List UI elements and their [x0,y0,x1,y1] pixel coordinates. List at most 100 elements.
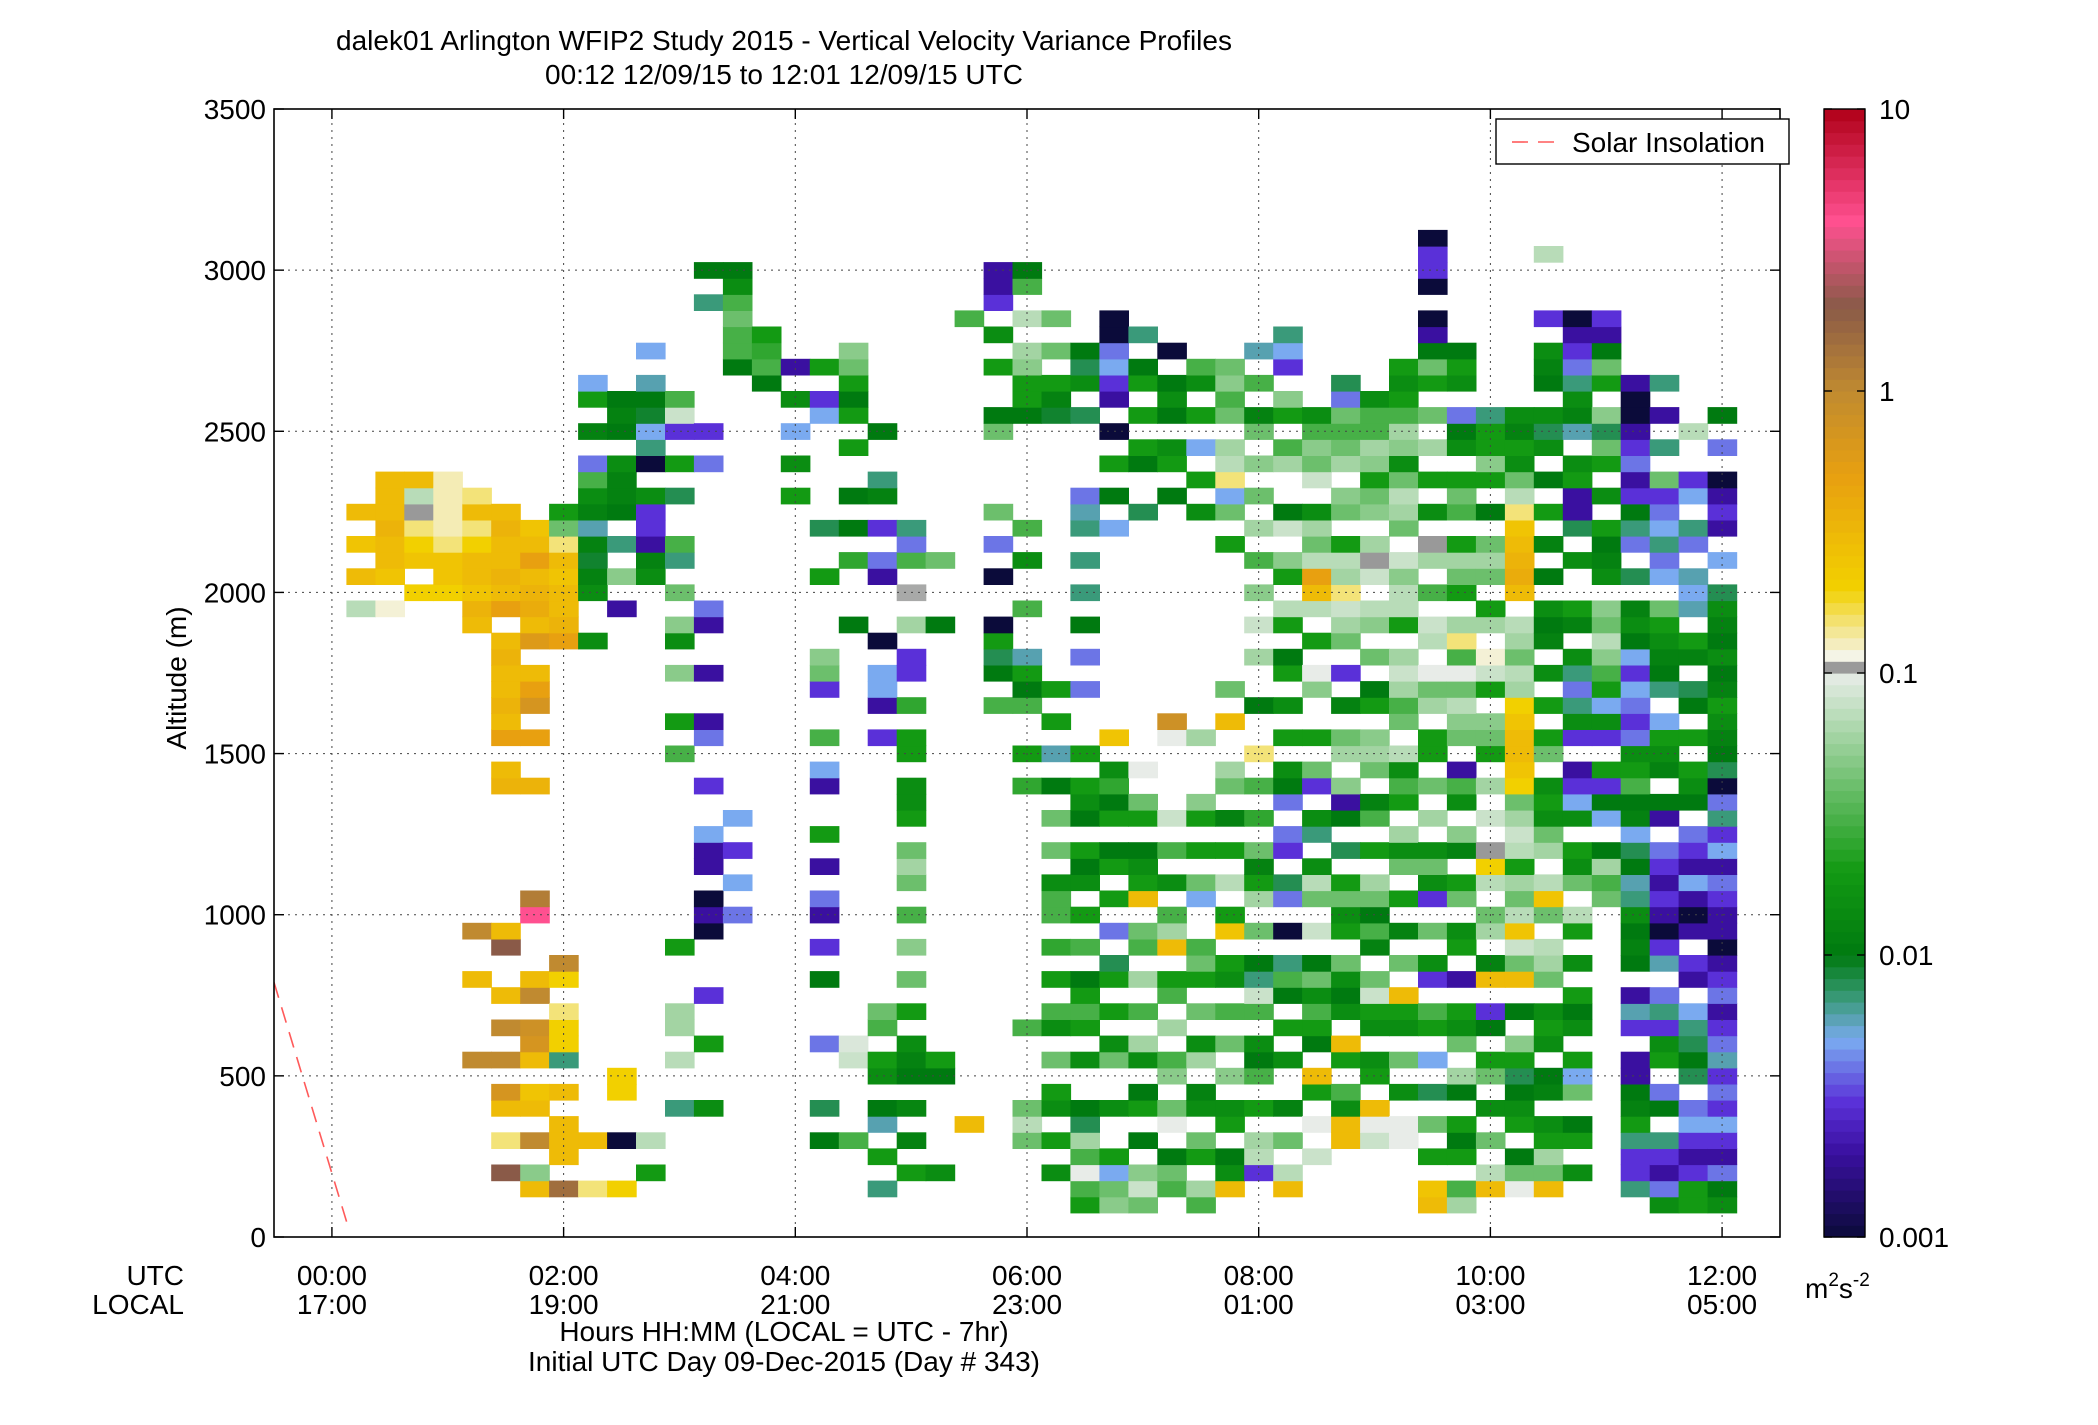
heatmap-cell [1504,793,1535,811]
heatmap-cell [1157,971,1187,988]
heatmap-cell [1157,713,1187,730]
legend: Solar Insolation [1495,118,1790,165]
heatmap-cell [1418,310,1448,328]
x-tick-label-utc: 02:00 [529,1260,599,1291]
heatmap-cell [1128,971,1158,988]
heatmap-cell [1620,890,1651,908]
heatmap-cell [1041,842,1072,859]
heatmap-cell [1244,407,1274,424]
heatmap-cell [1475,664,1506,682]
heatmap-cell [1504,777,1535,795]
heatmap-cell [1562,681,1593,698]
x-tick-label-utc: 08:00 [1224,1260,1294,1291]
heatmap-cell [1620,842,1651,859]
heatmap-cell [1533,1164,1564,1182]
heatmap-cell [1070,858,1100,875]
heatmap-cell [520,1164,550,1182]
heatmap-cell [1418,745,1448,763]
heatmap-cell [1418,1148,1448,1166]
heatmap-cell [1678,487,1709,505]
heatmap-cell [1070,777,1100,795]
heatmap-cell [1504,536,1535,553]
heatmap-cell [1678,955,1709,972]
heatmap-cell [722,278,753,295]
heatmap-cell [1562,810,1593,827]
colorbar-segment [1824,731,1865,745]
colorbar-segment [1824,1225,1865,1238]
heatmap-cell [1099,1035,1129,1053]
heatmap-cell [1504,729,1535,747]
heatmap-cell [1446,1116,1477,1133]
heatmap-cell [1504,616,1535,634]
heatmap-cell [665,423,695,440]
heatmap-cell [1302,600,1332,618]
heatmap-cell [1331,1132,1361,1149]
colorbar-unit: m2s-2 [1805,1270,1870,1304]
heatmap-cell [1649,519,1680,537]
heatmap-cell [1128,407,1158,424]
colorbar: 0.001 0.01 0.1 1 10 m2s-2 [1805,94,1949,1304]
heatmap-cell [1360,552,1390,569]
heatmap-cell [1533,1116,1564,1133]
heatmap-cell [1418,1083,1448,1101]
heatmap-cell [1215,1100,1245,1117]
colorbar-tick-label: 0.1 [1879,658,1918,689]
heatmap-cell [983,326,1014,344]
heatmap-cell [751,374,782,392]
heatmap-cell [1418,278,1448,295]
heatmap-cell [983,358,1014,376]
heatmap-cell [1446,584,1477,602]
heatmap-cell [1707,971,1738,988]
heatmap-cell [1302,1003,1332,1020]
heatmap-cell [1331,552,1361,569]
heatmap-cell [1070,793,1100,811]
heatmap-cell [1504,874,1535,892]
colorbar-segment [1824,1190,1865,1203]
heatmap-cell [433,552,463,569]
heatmap-cell [1157,1100,1187,1117]
heatmap-cell [1418,229,1448,247]
colorbar-segment [1824,602,1865,615]
heatmap-cell [433,568,463,585]
heatmap-cell [1678,1019,1709,1037]
heatmap-cell [1446,503,1477,521]
heatmap-cell [1533,632,1564,650]
heatmap-cell [1562,1003,1593,1020]
heatmap-cell [1128,874,1158,892]
heatmap-cell [809,826,840,843]
heatmap-cell [404,536,434,553]
heatmap-cell [1389,600,1419,618]
heatmap-cell [1504,1100,1535,1117]
heatmap-cell [1099,955,1129,972]
heatmap-cell [1244,1051,1274,1069]
heatmap-cell [433,471,463,489]
heatmap-cell [1186,1100,1216,1117]
heatmap-cell [1186,1035,1216,1053]
heatmap-cell [607,423,637,440]
heatmap-cell [693,922,724,940]
heatmap-cell [867,1116,898,1133]
heatmap-cell [1157,922,1187,940]
heatmap-cell [1389,1051,1419,1069]
solar-insolation-line [274,982,351,1231]
heatmap-cell [1244,1148,1274,1166]
colorbar-segment [1824,626,1865,639]
heatmap-cell [1273,455,1303,473]
heatmap-cell [1389,697,1419,714]
colorbar-segment [1824,943,1865,956]
heatmap-cell [1649,810,1680,827]
heatmap-cell [1504,858,1535,875]
x-row-label-utc: UTC [126,1260,184,1291]
heatmap-cell [1678,1003,1709,1020]
heatmap-cell [1215,955,1245,972]
heatmap-cell [1389,568,1419,585]
heatmap-cell [1331,407,1361,424]
heatmap-cell [1070,681,1100,698]
heatmap-cell [607,600,637,618]
colorbar-segment [1824,391,1865,404]
heatmap-cell [1157,987,1187,1004]
heatmap-cell [1302,761,1332,779]
heatmap-cell [1070,1148,1100,1166]
heatmap-cell [491,729,521,747]
heatmap-cell [1533,616,1564,634]
